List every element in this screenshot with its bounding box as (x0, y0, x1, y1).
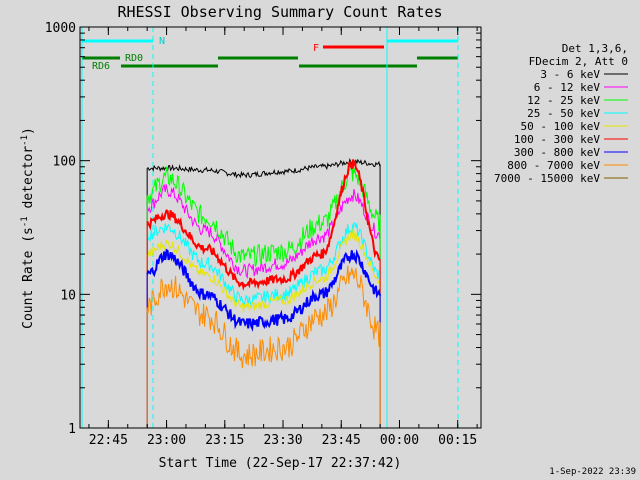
x-tick-label: 23:00 (147, 433, 186, 448)
x-tick-label: 00:00 (380, 433, 419, 448)
footer-timestamp: 1-Sep-2022 23:39 (549, 467, 636, 477)
y-tick-label: 1000 (45, 21, 76, 36)
legend-header-line: FDecim 2, Att 0 (529, 55, 628, 68)
legend-label: 25 - 50 keV (527, 107, 600, 120)
night-flag-label: N (159, 36, 165, 47)
series-line (146, 165, 381, 267)
series-line (146, 227, 381, 313)
series-line (146, 159, 381, 291)
x-tick-label: 23:45 (322, 433, 361, 448)
y-axis-label-end: ) (21, 127, 36, 135)
series-line (146, 248, 382, 332)
series-group (146, 157, 382, 428)
legend-label: 300 - 800 keV (514, 146, 600, 159)
rd0-flag-label: RD0 (125, 53, 143, 64)
series-line (146, 265, 381, 369)
legend-label: 7000 - 15000 keV (494, 172, 600, 185)
y-tick-label: 1 (68, 422, 76, 437)
y-axis-label-main: Count Rate (s (21, 227, 36, 329)
legend-label: 6 - 12 keV (534, 81, 601, 94)
x-tick-label: 22:45 (89, 433, 128, 448)
legend-label: 100 - 300 keV (514, 133, 600, 146)
saa-night-lines (81, 27, 459, 428)
chart-title: RHESSI Observing Summary Count Rates (117, 3, 442, 21)
flare-flag-label: F (313, 43, 319, 54)
rd6-flag-label: RD6 (92, 61, 110, 72)
x-tick-label: 23:15 (205, 433, 244, 448)
axes: 22:45 23:00 23:15 23:30 23:45 00:00 00:15 1 10 10… (45, 21, 481, 448)
legend-label: 3 - 6 keV (540, 68, 600, 81)
legend-header-line: Det 1,3,6, (562, 42, 628, 55)
y-axis-label-mid: detector (21, 146, 36, 217)
y-axis-label: Count Rate (s-1 detector-1) (20, 127, 36, 329)
series-line (146, 183, 381, 280)
plot-frame (79, 26, 482, 429)
legend-label: 50 - 100 keV (521, 120, 601, 133)
x-axis-label: Start Time (22-Sep-17 22:37:42) (159, 456, 402, 471)
y-axis-label-sup2: -1 (20, 135, 30, 146)
flag-bars: N F RD0 RD6 (82, 36, 458, 72)
series-line (146, 222, 381, 309)
x-tick-label: 00:15 (438, 433, 477, 448)
legend-label: 12 - 25 keV (527, 94, 600, 107)
y-tick-label: 100 (53, 155, 76, 170)
plot-area: N F RD0 RD6 (81, 27, 459, 428)
series-line (147, 157, 381, 179)
y-tick-label: 10 (60, 288, 76, 303)
y-axis-label-sup1: -1 (20, 216, 30, 227)
x-tick-label: 23:30 (263, 433, 302, 448)
legend-label: 800 - 7000 keV (507, 159, 600, 172)
